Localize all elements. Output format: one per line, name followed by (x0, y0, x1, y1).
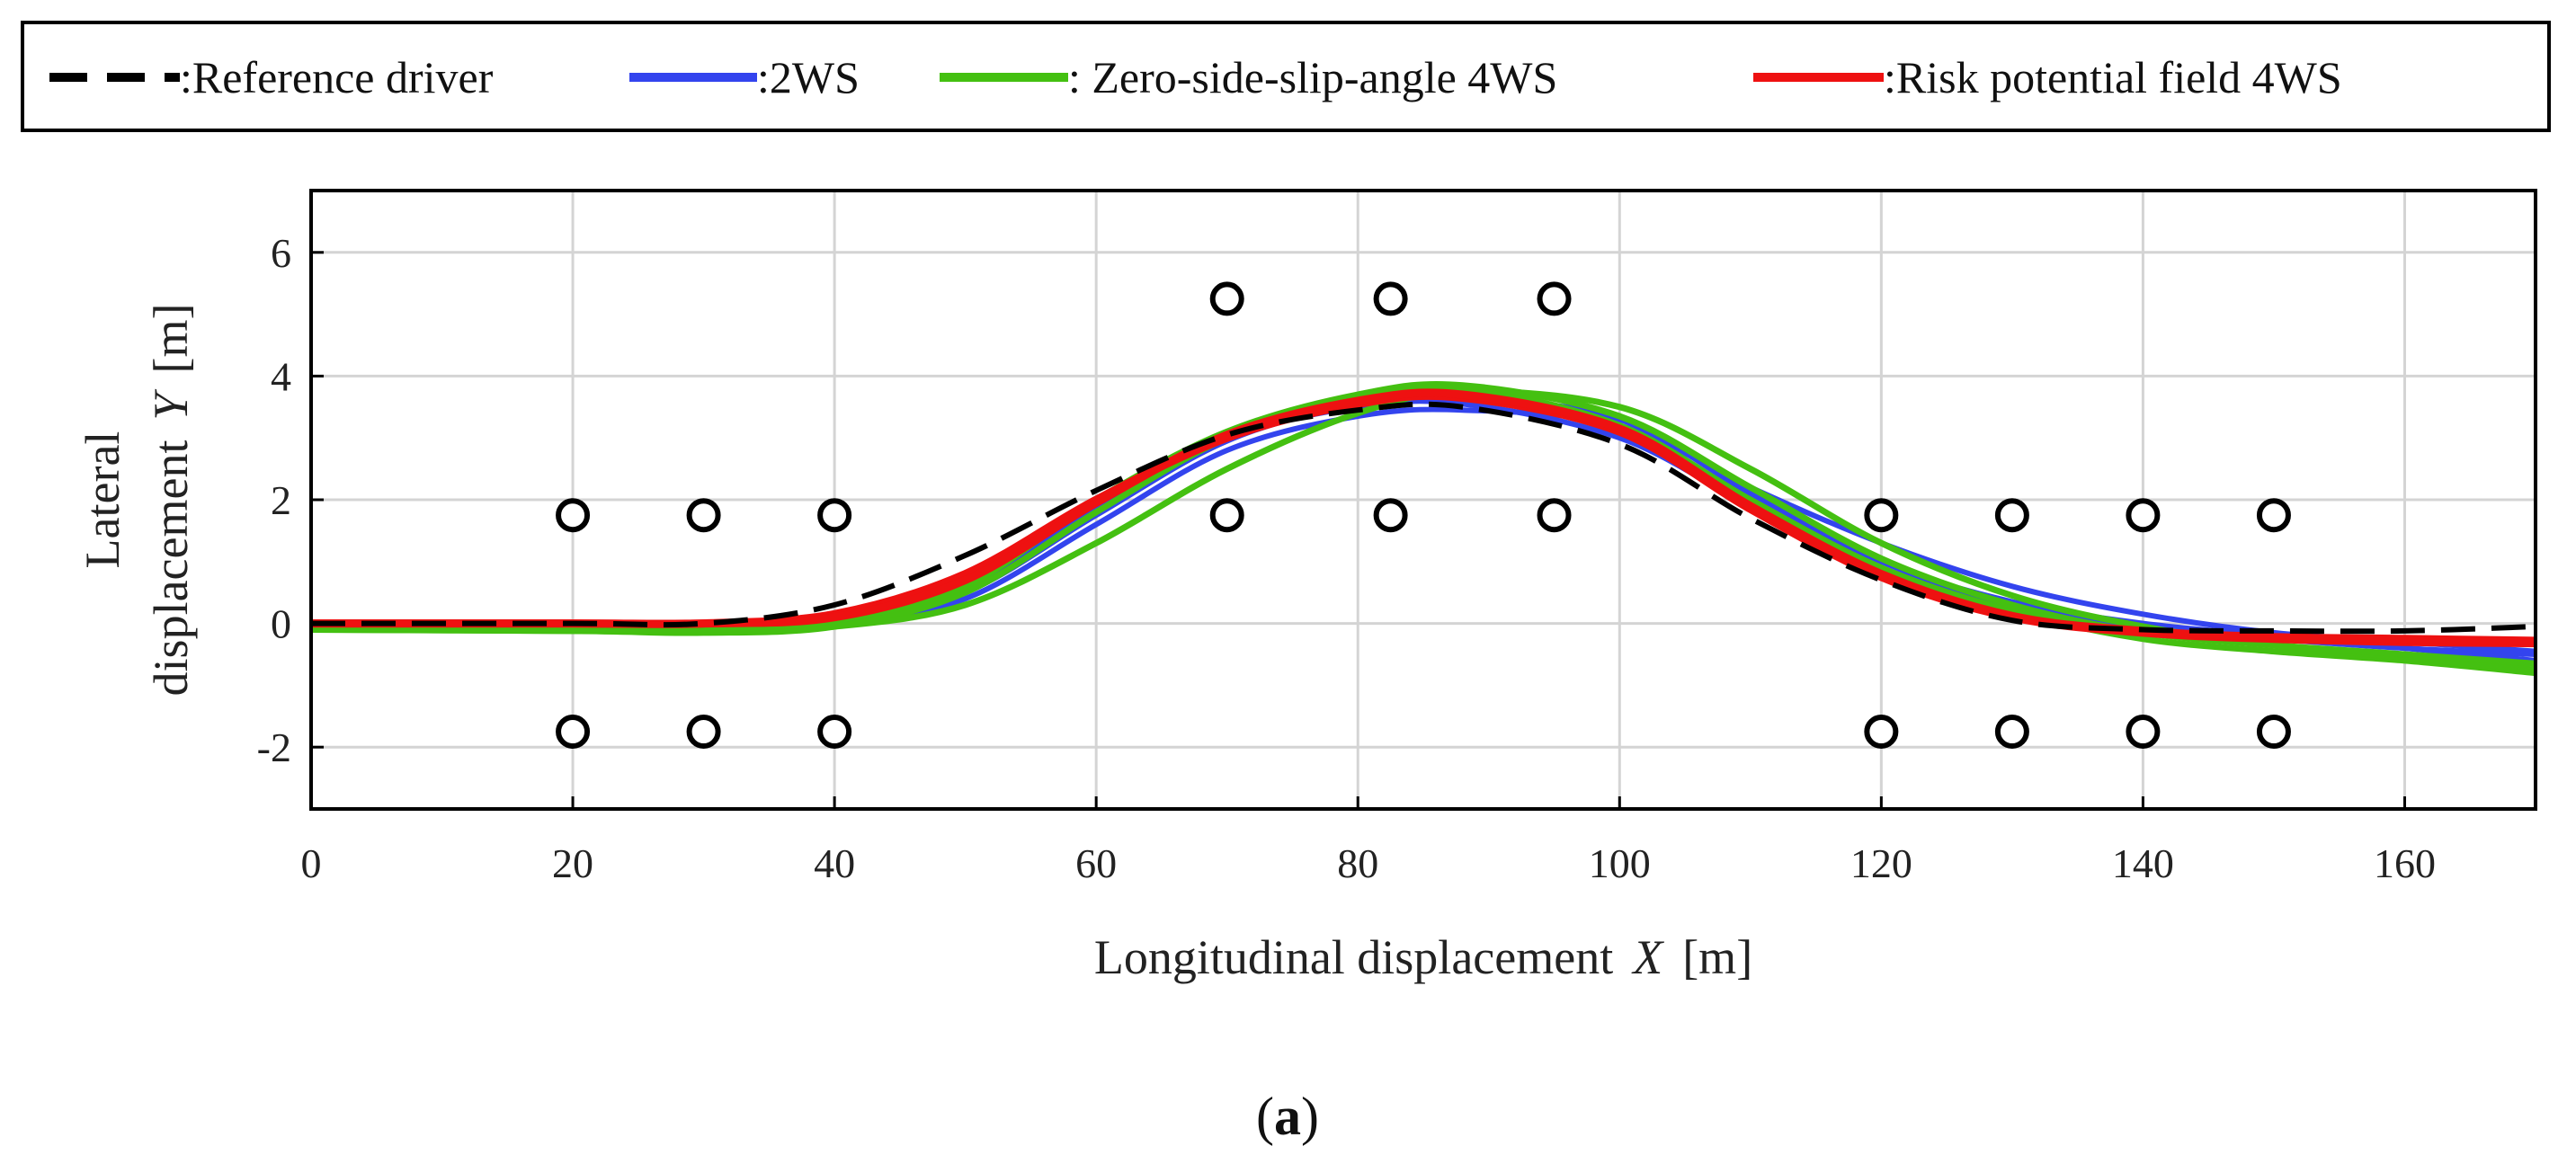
series-line-reference-driver (311, 401, 2536, 635)
obstacle-marker (1994, 498, 2029, 533)
obstacle-marker (1209, 281, 1244, 316)
y-tick-label: 0 (271, 601, 291, 647)
obstacle-marker (2126, 498, 2161, 533)
series-layer (311, 380, 2536, 677)
obstacle-marker (686, 498, 721, 533)
obstacle-markers (556, 281, 2291, 749)
obstacle-marker (1994, 715, 2029, 749)
x-tick-label: 140 (2112, 840, 2174, 886)
x-axis-label: Longitudinal displacement X [m] (1094, 930, 1752, 984)
x-tick-label: 120 (1850, 840, 1912, 886)
y-tick-label: 2 (271, 477, 291, 523)
x-tick-label: 20 (552, 840, 593, 886)
obstacle-marker (1864, 498, 1899, 533)
obstacle-marker (1864, 715, 1899, 749)
legend-label-reference: :Reference driver (180, 52, 494, 102)
x-tick-label: 100 (1589, 840, 1651, 886)
obstacle-marker (556, 715, 591, 749)
obstacle-marker (817, 715, 852, 749)
y-tick-label: -2 (257, 724, 291, 770)
obstacle-marker (1209, 498, 1244, 533)
legend: :Reference driver :2WS : Zero-side-slip-… (21, 21, 2551, 132)
y-axis-label-line2: displacementY[m] (144, 304, 198, 697)
obstacle-marker (1537, 281, 1572, 316)
y-axis-label-line1: Lateral (76, 431, 129, 569)
y-axis-label: Lateral displacementY[m] (76, 304, 198, 697)
y-tick-label: 6 (271, 230, 291, 276)
obstacle-marker (686, 715, 721, 749)
legend-label-2ws: :2WS (757, 52, 860, 102)
obstacle-marker (1373, 281, 1408, 316)
axis-ticks: 0 20 40 60 80 100 120 140 160 -2 0 2 4 6 (257, 230, 2436, 886)
x-tick-label: 80 (1337, 840, 1378, 886)
figure-caption: (a) (1256, 1087, 1319, 1146)
obstacle-marker (1373, 498, 1408, 533)
x-tick-label: 60 (1075, 840, 1117, 886)
x-tick-label: 40 (814, 840, 855, 886)
legend-label-risk-potential: :Risk potential field 4WS (1884, 52, 2342, 102)
x-tick-label: 0 (301, 840, 322, 886)
legend-box (21, 21, 2551, 132)
obstacle-marker (2256, 498, 2291, 533)
obstacle-marker (2126, 715, 2161, 749)
obstacle-marker (556, 498, 591, 533)
legend-label-zero-side-slip: : Zero-side-slip-angle 4WS (1068, 52, 1557, 102)
obstacle-marker (1537, 498, 1572, 533)
obstacle-marker (2256, 715, 2291, 749)
y-tick-label: 4 (271, 353, 291, 399)
series-line-risk-potential-field-4ws-run-2 (311, 388, 2536, 645)
obstacle-marker (817, 498, 852, 533)
x-tick-label: 160 (2374, 840, 2436, 886)
